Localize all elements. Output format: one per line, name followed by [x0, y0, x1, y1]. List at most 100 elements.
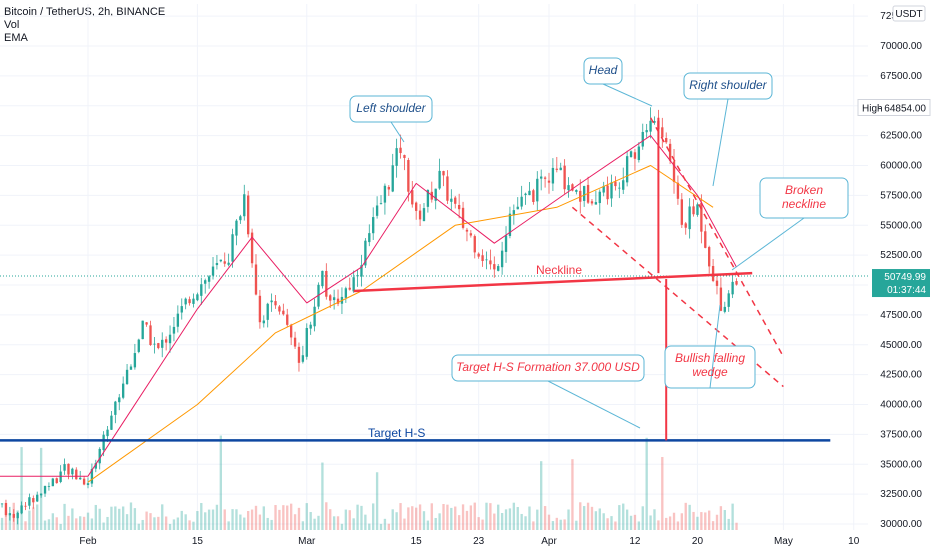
callout-right-shoulder[interactable]: Right shoulder [683, 72, 773, 187]
volume-bar [516, 507, 519, 530]
candle-body [625, 156, 629, 183]
volume-bar [442, 503, 445, 530]
candle-body [329, 295, 332, 301]
candle-body [454, 197, 457, 204]
volume-bar [63, 503, 66, 530]
volume-bar [625, 509, 629, 530]
candles [0, 107, 738, 525]
currency-badge[interactable]: USDT [892, 5, 926, 22]
candle-body [207, 276, 211, 282]
candle-body [301, 355, 305, 362]
volume-bar [489, 503, 492, 530]
wedge-lower-line [571, 206, 784, 388]
volume-bar [211, 509, 215, 530]
candle-body [325, 270, 328, 297]
volume-bar [684, 502, 687, 530]
volume-bar [454, 506, 457, 530]
currency-badge-text: USDT [895, 9, 922, 20]
price-tick-label: 52500.00 [880, 250, 922, 261]
candle-body [247, 195, 250, 235]
volume-bar [594, 511, 598, 530]
candle-body [715, 280, 719, 286]
candle-body [172, 326, 176, 334]
wedge-upper-line [649, 117, 785, 358]
volume-bar [153, 517, 156, 530]
volume-bar [622, 503, 625, 530]
price-tick-label: 40000.00 [880, 400, 922, 411]
volume-bar [649, 515, 652, 530]
candle-body [348, 287, 351, 290]
volume-bar [223, 509, 226, 530]
candle-body [121, 383, 125, 398]
volume-bar [575, 520, 578, 530]
callout-target-formation[interactable]: Target H-S Formation 37.000 USD [451, 354, 645, 429]
volume-bar [715, 514, 719, 530]
volume-bar [536, 509, 539, 530]
candle-body [602, 186, 605, 193]
symbol-info: Bitcoin / TetherUS, 2h, BINANCE Vol EMA [4, 6, 165, 45]
candle-body [137, 339, 140, 352]
candle-body [469, 233, 473, 236]
candle-body [336, 298, 340, 304]
volume-bar [567, 509, 570, 530]
candle-body [125, 369, 129, 385]
callout-bullish-wedge-text: Bullish falling [675, 351, 745, 365]
volume-bar [200, 503, 203, 530]
volume-bar [641, 506, 644, 530]
candle-body [637, 146, 641, 160]
volume-bar [383, 518, 387, 530]
candle-body [129, 366, 133, 370]
neckline-label: Neckline [536, 263, 582, 277]
callout-head[interactable]: Head [583, 57, 653, 107]
candle-body [161, 339, 164, 348]
ema-slow-line [87, 165, 714, 483]
volume-bar [661, 457, 664, 530]
volume-bar [180, 510, 183, 530]
indicator-vol[interactable]: Vol [4, 19, 20, 31]
volume-bar [524, 516, 527, 530]
volume-bar [289, 503, 293, 530]
candle-body [145, 322, 148, 325]
indicator-ema[interactable]: EMA [4, 32, 28, 44]
volume-bar [446, 504, 449, 530]
candle-body [98, 448, 101, 464]
volume-bar [340, 523, 344, 530]
volume-bar [606, 518, 609, 530]
candle-body [661, 127, 664, 138]
candle-body [559, 167, 562, 171]
candle-body [508, 213, 512, 236]
volume-bar [168, 523, 172, 530]
candle-body [633, 152, 637, 159]
candle-body [665, 138, 668, 143]
time-tick-label: 20 [692, 536, 704, 547]
candle-body [164, 339, 168, 343]
volume-bar [274, 505, 277, 530]
volume-bar [590, 506, 594, 530]
volume-bar [723, 510, 726, 530]
callout-left-shoulder[interactable]: Left shoulder [349, 95, 433, 143]
candle-body [258, 295, 262, 323]
volume-bar [250, 509, 254, 530]
volume-bar [137, 523, 140, 530]
candle-body [477, 253, 480, 257]
volume-bar [407, 507, 410, 530]
candle-body [82, 478, 86, 485]
volume-bar [286, 505, 289, 530]
candle-body [28, 497, 31, 506]
price-tick-label: 57500.00 [880, 190, 922, 201]
candle-body [485, 259, 488, 261]
candle-body [254, 264, 258, 295]
current-price-value: 50749.99 [884, 272, 926, 283]
volume-bar [321, 462, 324, 530]
volume-bar [379, 523, 383, 530]
volume-bar [633, 514, 637, 530]
volume-bar [39, 447, 43, 530]
candle-body [610, 182, 613, 199]
time-tick-label: Apr [541, 536, 557, 547]
callout-broken-neckline-text: neckline [782, 197, 826, 211]
candle-body [8, 513, 12, 516]
callout-bullish-wedge-text: wedge [692, 365, 728, 379]
